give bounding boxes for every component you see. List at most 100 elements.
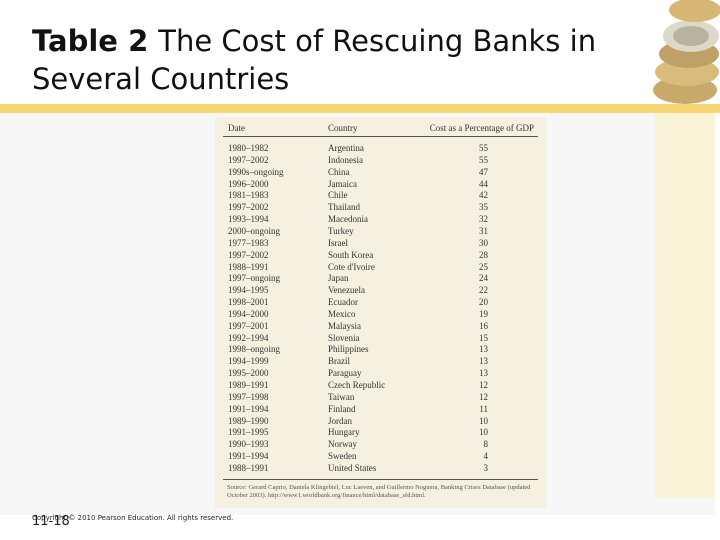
country-cell: Sweden [328,451,357,462]
cost-cell: 8 [483,439,489,450]
country-cell: Indonesia [328,154,363,165]
cost-cell: 11 [479,403,488,414]
cost-cell: 22 [479,285,488,296]
date-cell: 1988–1991 [228,462,269,473]
date-cell: 1997–1998 [228,391,269,402]
date-cell: 1981–1983 [228,190,269,201]
table: Source: Gerard Caprio, Daniela Klingebie… [215,117,546,508]
cost-cell: 12 [479,391,488,402]
date-cell: 1991–1994 [228,451,269,462]
cost-cell: 47 [479,166,488,177]
date-cell: 1998–ongoing [228,344,281,355]
cost-cell: 44 [479,178,488,189]
date-cell: 1988–1991 [228,261,269,272]
country-cell: Paraguay [328,368,362,379]
cost-cell: 12 [479,380,488,390]
copyright: Copyright © 2010 Pearson Education. All … [32,514,234,522]
country-cell: Malaysia [328,320,361,331]
date-cell: 1991–1995 [228,427,269,438]
coins-decoration [653,0,720,104]
cost-cell: 28 [479,249,488,260]
date-cell: 1994–1999 [228,356,269,367]
date-cell: 1997–2001 [228,320,269,331]
country-cell: Slovenia [328,332,360,343]
cost-cell: 13 [479,356,488,367]
country-cell: Chile [328,190,348,201]
date-cell: 1995–2000 [228,368,269,379]
column-header: Date [228,123,245,133]
date-cell: 1993–1994 [228,214,269,225]
date-cell: 2000–ongoing [228,225,281,236]
date-cell: 1997–2002 [228,249,269,260]
cost-cell: 31 [479,225,488,236]
date-cell: 1980–1982 [228,143,269,153]
date-cell: 1994–1995 [228,285,269,296]
cost-cell: 20 [479,297,488,308]
slide-number: 11-18 [32,514,70,529]
country-cell: Finland [328,403,356,414]
country-cell: Czech Republic [328,380,386,390]
cost-cell: 35 [479,202,488,213]
date-cell: 1990s–ongoing [228,166,284,177]
country-cell: Israel [328,237,348,248]
country-cell: Philippines [328,344,369,355]
slide-title: Table 2 The Cost of Rescuing Banks in Sev… [32,22,652,98]
country-cell: Turkey [328,225,354,236]
country-cell: United States [328,462,377,473]
footer-rule [223,478,538,480]
title-bold: Table 2 [32,24,149,58]
header-rule [223,136,538,137]
country-cell: Venezuela [328,285,365,296]
date-cell: 1990–1993 [228,439,269,450]
country-cell: South Korea [328,249,374,260]
cost-cell: 10 [479,427,488,438]
country-cell: Hungary [328,427,360,438]
cost-cell: 42 [479,190,488,201]
cost-cell: 55 [479,154,488,165]
date-cell: 1991–1994 [228,403,269,414]
country-cell: China [328,166,350,177]
cost-cell: 55 [479,143,488,153]
column-header: Country [328,123,358,133]
accent-band [0,104,720,113]
country-cell: Taiwan [328,391,355,402]
cost-cell: 13 [479,368,488,379]
cost-cell: 24 [479,273,488,284]
country-cell: Cote d'Ivoire [328,261,375,272]
date-cell: 1992–1994 [228,332,269,343]
cost-cell: 3 [483,462,489,473]
country-cell: Macedonia [328,214,368,225]
country-cell: Argentina [328,143,364,153]
country-cell: Jordan [328,415,352,426]
cost-cell: 25 [479,261,488,272]
column-header: Cost as a Percentage of GDP [429,123,534,133]
country-cell: Japan [328,273,349,284]
country-cell: Jamaica [328,178,357,189]
country-cell: Ecuador [328,297,358,308]
cost-cell: 10 [479,415,488,426]
date-cell: 1989–1990 [228,415,269,426]
date-cell: 1996–2000 [228,178,269,189]
title-text: The Cost of Rescuing Banks in Several Co… [32,24,597,96]
date-cell: 1994–2000 [228,308,269,319]
date-cell: 1997–ongoing [228,273,281,284]
cost-cell: 30 [479,237,488,248]
cost-cell: 13 [479,344,488,355]
date-cell: 1977–1983 [228,237,269,248]
cost-cell: 32 [479,214,488,225]
date-cell: 1997–2002 [228,202,269,213]
country-cell: Mexico [328,308,356,319]
side-strip [655,113,715,498]
date-cell: 1989–1991 [228,380,269,390]
cost-cell: 19 [479,308,488,319]
country-cell: Thailand [328,202,360,213]
cost-cell: 4 [483,451,489,462]
country-cell: Norway [328,439,357,450]
cost-cell: 16 [479,320,488,331]
country-cell: Brazil [328,356,350,367]
date-cell: 1997–2002 [228,154,269,165]
cost-cell: 15 [479,332,488,343]
table-source: Source: Gerard Caprio, Daniela Klingebie… [227,484,531,499]
date-cell: 1998–2001 [228,297,269,308]
